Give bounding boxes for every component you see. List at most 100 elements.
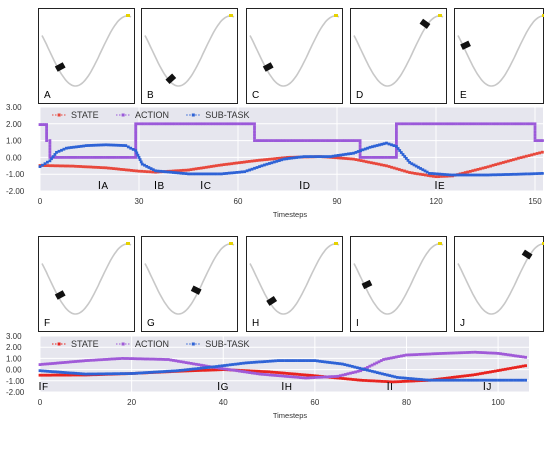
- data-point: [514, 354, 517, 358]
- data-point: [390, 143, 393, 147]
- data-point: [134, 132, 138, 136]
- data-point: [129, 146, 133, 150]
- data-point: [222, 172, 226, 175]
- data-point: [538, 139, 542, 142]
- data-point: [74, 373, 77, 377]
- data-point: [59, 370, 62, 374]
- data-point: [132, 169, 136, 173]
- data-point: [491, 122, 495, 126]
- frame-marker-label: C: [204, 181, 211, 192]
- data-point: [248, 168, 251, 172]
- data-point: [150, 370, 154, 374]
- data-point: [161, 358, 165, 361]
- data-point: [484, 378, 488, 382]
- data-point: [171, 169, 175, 173]
- data-point: [109, 143, 113, 147]
- data-point: [344, 152, 348, 156]
- data-point: [48, 144, 52, 148]
- data-point: [290, 372, 294, 376]
- data-point: [76, 373, 80, 377]
- data-point: [51, 370, 55, 374]
- data-point: [227, 122, 231, 126]
- x-tick-label: 40: [219, 398, 228, 407]
- data-point: [139, 160, 143, 164]
- data-point: [520, 122, 524, 126]
- data-point: [351, 139, 354, 142]
- data-point: [134, 122, 138, 126]
- data-point: [321, 155, 324, 158]
- data-point: [366, 146, 369, 150]
- data-point: [295, 359, 298, 362]
- data-point: [334, 156, 338, 160]
- data-point: [62, 147, 66, 151]
- data-point: [134, 135, 138, 139]
- data-point: [400, 354, 403, 358]
- data-point: [518, 378, 522, 382]
- data-point: [538, 151, 541, 155]
- data-point: [71, 360, 75, 364]
- data-point: [38, 373, 42, 377]
- data-point: [425, 378, 429, 382]
- data-point: [59, 373, 62, 377]
- data-point: [227, 162, 231, 166]
- data-point: [225, 367, 229, 371]
- data-point: [489, 351, 492, 355]
- data-point: [255, 372, 259, 376]
- data-point: [272, 160, 276, 164]
- legend-marker: [57, 342, 61, 346]
- frame-marker-label: F: [42, 382, 48, 393]
- series-action: [38, 122, 544, 159]
- data-point: [292, 359, 296, 362]
- data-point: [317, 375, 321, 379]
- data-point: [170, 369, 174, 373]
- data-point: [87, 144, 91, 147]
- data-point: [69, 164, 72, 168]
- x-axis-title: Timesteps: [273, 411, 308, 420]
- data-point: [521, 355, 525, 359]
- data-point: [297, 155, 301, 159]
- data-point: [421, 173, 425, 176]
- data-point: [197, 367, 200, 370]
- data-point: [82, 144, 86, 148]
- data-point: [204, 122, 207, 126]
- data-point: [420, 378, 423, 381]
- data-point: [234, 362, 237, 366]
- frame-label: H: [252, 318, 259, 329]
- car-icon: [165, 73, 177, 85]
- data-point: [270, 157, 274, 161]
- data-point: [361, 379, 365, 382]
- data-point: [387, 357, 391, 360]
- data-point: [452, 122, 456, 126]
- data-point: [253, 139, 256, 142]
- data-point: [152, 122, 156, 126]
- data-point: [258, 139, 262, 142]
- frame-panel: G: [141, 236, 238, 332]
- data-point: [468, 351, 472, 354]
- car-icon: [190, 285, 202, 295]
- data-point: [193, 369, 197, 372]
- data-point: [220, 163, 223, 167]
- data-point: [465, 122, 469, 126]
- data-point: [471, 350, 474, 354]
- data-point: [207, 172, 211, 176]
- data-point: [171, 171, 175, 174]
- data-point: [512, 172, 515, 176]
- data-point: [463, 122, 466, 126]
- data-point: [289, 375, 292, 379]
- data-point: [247, 369, 251, 373]
- data-point: [409, 379, 413, 383]
- data-point: [448, 376, 452, 380]
- data-point: [395, 153, 398, 157]
- data-point: [53, 361, 57, 365]
- plot-area: [40, 336, 529, 392]
- data-point: [414, 377, 418, 381]
- data-point: [149, 357, 152, 361]
- data-point: [461, 171, 465, 175]
- data-point: [538, 172, 541, 175]
- data-point: [92, 143, 95, 147]
- data-point: [395, 135, 398, 139]
- data-point: [430, 378, 434, 382]
- data-point: [312, 376, 316, 379]
- data-point: [285, 157, 289, 161]
- data-point: [497, 378, 501, 382]
